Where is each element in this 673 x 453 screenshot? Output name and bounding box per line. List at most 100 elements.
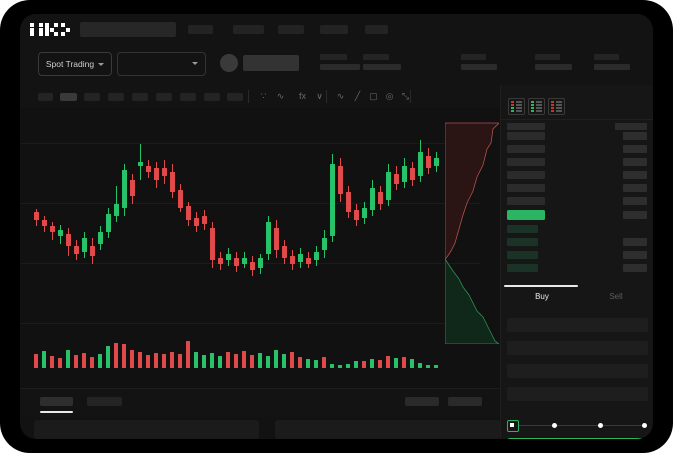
candlestick <box>50 108 55 368</box>
timeframe-chip-3[interactable] <box>84 93 100 101</box>
volume-bar <box>186 341 190 368</box>
orderbook-ask-row[interactable] <box>507 197 545 205</box>
orderbook-bid-row[interactable] <box>507 238 538 246</box>
app-screen: Spot Trading ∵ ∿ fx ∨ ∿ ╱ ▢ ◎ ⤡ <box>20 14 653 439</box>
candlestick-type-icon[interactable]: ∵ <box>260 91 267 101</box>
nav-item-3[interactable] <box>278 25 304 34</box>
orderbook-bid-row[interactable] <box>507 264 538 272</box>
candlestick <box>146 108 151 368</box>
fullscreen-icon[interactable]: ⤡ <box>401 91 410 101</box>
orderbook-view-asks-icon[interactable] <box>548 98 565 115</box>
orderbook-divider <box>501 119 653 120</box>
timeframe-chip-8[interactable] <box>204 93 220 101</box>
nav-item-5[interactable] <box>365 25 388 34</box>
stepper-dot-1[interactable] <box>552 422 557 428</box>
orderbook-ask-row[interactable] <box>507 158 545 166</box>
trading-pair-selector[interactable] <box>117 52 206 76</box>
chevron-down-icon[interactable]: ∨ <box>316 91 323 101</box>
volume-bar <box>290 352 294 368</box>
timeframe-chip-5[interactable] <box>132 93 148 101</box>
volume-bar <box>154 353 158 368</box>
ticker-stat-2-value <box>363 64 401 70</box>
nav-item-1[interactable] <box>188 25 213 34</box>
bottom-tab-open-orders[interactable] <box>40 397 73 406</box>
timeframe-chip-1[interactable] <box>38 93 53 101</box>
orderbook-ask-row[interactable] <box>507 145 545 153</box>
bottom-tab-order-history[interactable] <box>87 397 122 406</box>
okx-logo[interactable] <box>30 23 71 36</box>
stepper-handle-active[interactable] <box>507 420 519 432</box>
spot-trading-mode-selector[interactable]: Spot Trading <box>38 52 112 76</box>
ruler-icon[interactable]: ╱ <box>354 91 361 101</box>
orderbook-ask-row[interactable] <box>507 184 545 192</box>
timeframe-chip-6[interactable] <box>156 93 172 101</box>
wave-icon[interactable]: ∿ <box>336 91 345 101</box>
volume-bar <box>138 352 142 368</box>
amount-percent-stepper[interactable] <box>507 420 648 432</box>
camera-icon[interactable]: ▢ <box>369 91 378 101</box>
toolbar-divider <box>410 90 411 103</box>
volume-bar <box>258 353 262 368</box>
settings-gear-icon[interactable]: ◎ <box>385 91 394 101</box>
candlestick <box>354 108 359 368</box>
tab-sell[interactable]: Sell <box>609 292 623 301</box>
orderbook-ask-row[interactable] <box>507 171 545 179</box>
volume-bar <box>218 356 222 368</box>
tab-buy[interactable]: Buy <box>535 292 549 301</box>
order-field-1[interactable] <box>507 318 648 332</box>
line-type-icon[interactable]: ∿ <box>276 91 285 101</box>
volume-bar <box>178 354 182 368</box>
bottom-action-2[interactable] <box>448 397 482 406</box>
timeframe-chip-2[interactable] <box>60 93 77 101</box>
order-field-4[interactable] <box>507 387 648 401</box>
volume-bar <box>354 361 358 368</box>
stepper-dot-3[interactable] <box>642 422 647 428</box>
bottom-panel-right[interactable] <box>275 420 500 439</box>
volume-bar <box>426 365 430 368</box>
candlestick <box>290 108 295 368</box>
volume-bar <box>170 352 174 368</box>
order-field-2[interactable] <box>507 341 648 355</box>
orderbook-bid-row[interactable] <box>507 251 538 259</box>
candlestick <box>58 108 63 368</box>
orderbook-bid-size <box>623 264 647 272</box>
volume-bar <box>338 365 342 368</box>
timeframe-chip-7[interactable] <box>180 93 196 101</box>
candlestick <box>274 108 279 368</box>
stepper-track <box>512 424 642 426</box>
nav-item-2[interactable] <box>233 25 264 34</box>
volume-bar <box>58 358 62 368</box>
submit-order-button[interactable] <box>507 438 648 439</box>
bottom-tab-bar <box>20 388 500 417</box>
nav-item-4[interactable] <box>320 25 348 34</box>
bottom-tab-active-underline <box>40 411 73 413</box>
timeframe-chip-4[interactable] <box>108 93 124 101</box>
candlestick <box>282 108 287 368</box>
volume-bar <box>274 350 278 368</box>
volume-bar <box>250 355 254 368</box>
bottom-action-1[interactable] <box>405 397 439 406</box>
orderbook-view-both-icon[interactable] <box>508 98 525 115</box>
timeframe-chip-9[interactable] <box>227 93 243 101</box>
volume-bar <box>66 350 70 368</box>
candlestick <box>66 108 71 368</box>
nav-search-input[interactable] <box>80 22 176 37</box>
trading-control-row: Spot Trading <box>20 45 653 85</box>
indicators-icon[interactable]: fx <box>298 91 306 101</box>
depth-svg <box>445 122 499 344</box>
bottom-panel-left[interactable] <box>34 420 259 439</box>
orderbook-bid-row[interactable] <box>507 225 538 233</box>
orderbook-ask-size <box>623 171 647 179</box>
orderbook-bid-size <box>623 238 647 246</box>
stepper-dot-2[interactable] <box>598 422 603 428</box>
orderbook-ask-row[interactable] <box>507 132 545 140</box>
volume-bar <box>74 355 78 368</box>
orderbook-view-bids-icon[interactable] <box>528 98 545 115</box>
order-field-3[interactable] <box>507 364 648 378</box>
spot-trading-label: Spot Trading <box>45 59 95 69</box>
volume-bar <box>362 361 366 368</box>
candlestick <box>114 108 119 368</box>
volume-bar <box>306 359 310 368</box>
candlestick <box>322 108 327 368</box>
candlestick <box>394 108 399 368</box>
